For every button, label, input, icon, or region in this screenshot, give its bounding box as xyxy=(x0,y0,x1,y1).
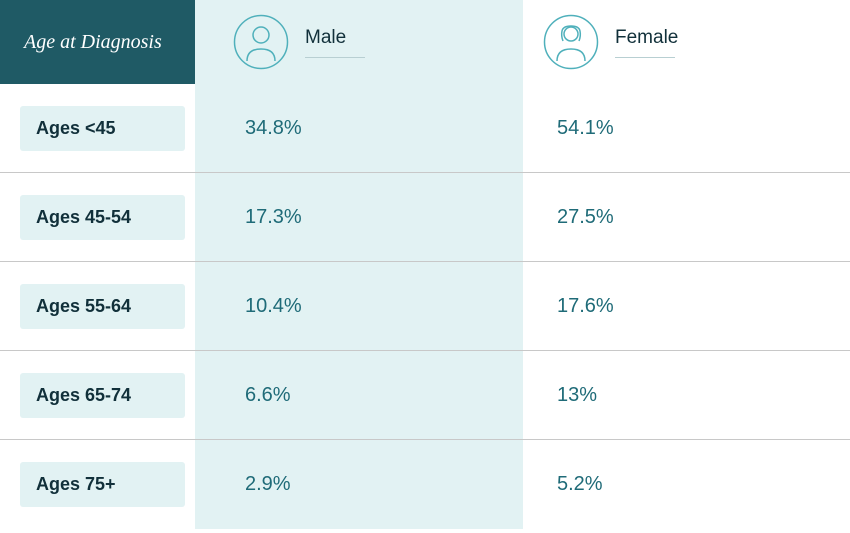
female-value: 27.5% xyxy=(523,173,850,261)
age-label-cell: Ages <45 xyxy=(0,106,195,151)
header-label-cell: Age at Diagnosis xyxy=(0,0,195,84)
male-value: 6.6% xyxy=(195,351,523,439)
age-label-cell: Ages 65-74 xyxy=(0,373,195,418)
diagnosis-age-table: Age at Diagnosis Male xyxy=(0,0,850,533)
male-value: 34.8% xyxy=(195,84,523,172)
age-label-cell: Ages 55-64 xyxy=(0,284,195,329)
table-row: Ages 45-5417.3%27.5% xyxy=(0,173,850,262)
female-value: 17.6% xyxy=(523,262,850,350)
header-male-cell: Male xyxy=(195,0,523,84)
female-value: 5.2% xyxy=(523,440,850,529)
age-label-cell: Ages 75+ xyxy=(0,462,195,507)
table-row: Ages 55-6410.4%17.6% xyxy=(0,262,850,351)
header-label: Age at Diagnosis xyxy=(24,29,162,55)
male-value: 2.9% xyxy=(195,440,523,529)
male-value: 17.3% xyxy=(195,173,523,261)
age-badge: Ages <45 xyxy=(20,106,185,151)
table-row: Ages 75+2.9%5.2% xyxy=(0,440,850,529)
age-badge: Ages 75+ xyxy=(20,462,185,507)
header-female-cell: Female xyxy=(523,0,850,84)
age-badge: Ages 65-74 xyxy=(20,373,185,418)
age-badge: Ages 45-54 xyxy=(20,195,185,240)
male-header-wrapper: Male xyxy=(305,27,365,58)
table-row: Ages <4534.8%54.1% xyxy=(0,84,850,173)
table-header-row: Age at Diagnosis Male xyxy=(0,0,850,84)
female-header-text: Female xyxy=(615,27,678,49)
age-label-cell: Ages 45-54 xyxy=(0,195,195,240)
male-header-text: Male xyxy=(305,27,365,49)
age-badge: Ages 55-64 xyxy=(20,284,185,329)
female-icon xyxy=(543,14,599,70)
female-header-wrapper: Female xyxy=(615,27,678,58)
male-header-underline xyxy=(305,57,365,58)
female-value: 54.1% xyxy=(523,84,850,172)
table-row: Ages 65-746.6%13% xyxy=(0,351,850,440)
table-body: Ages <4534.8%54.1%Ages 45-5417.3%27.5%Ag… xyxy=(0,84,850,529)
male-icon xyxy=(233,14,289,70)
female-value: 13% xyxy=(523,351,850,439)
male-value: 10.4% xyxy=(195,262,523,350)
female-header-underline xyxy=(615,57,675,58)
